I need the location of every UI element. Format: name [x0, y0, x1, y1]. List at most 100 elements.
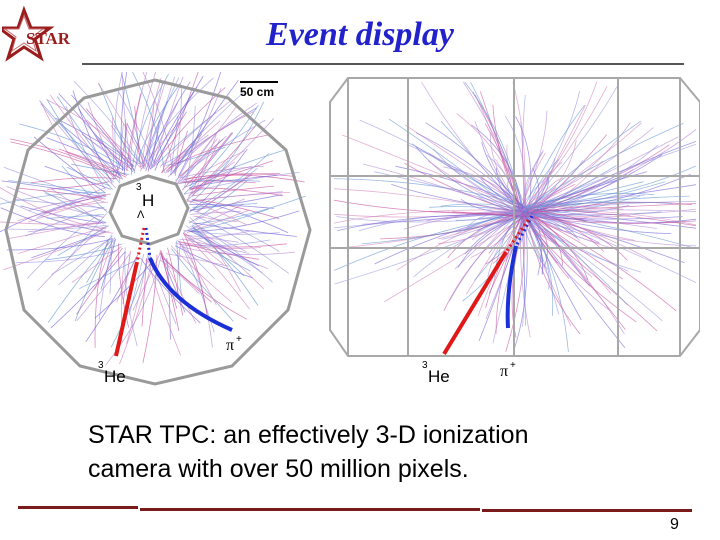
background-track — [65, 106, 106, 190]
background-track — [194, 191, 283, 202]
footer-divider — [18, 506, 138, 509]
background-track — [165, 253, 229, 267]
background-track — [154, 75, 204, 171]
background-track — [142, 72, 173, 172]
background-track — [519, 210, 609, 311]
background-track — [167, 102, 257, 178]
background-track — [4, 225, 107, 230]
background-track — [527, 122, 642, 214]
helium-track-dotted — [135, 227, 146, 263]
background-track — [120, 72, 128, 171]
tpc-side-view-panel: 3 He π + — [329, 77, 700, 386]
background-track — [524, 201, 673, 210]
background-track — [363, 163, 525, 216]
background-track — [47, 100, 142, 170]
helium-track-dotted — [504, 219, 530, 253]
tpc-inner-boundary — [108, 174, 190, 246]
background-track — [177, 105, 238, 182]
background-track — [141, 77, 162, 168]
background-track — [183, 104, 259, 195]
background-track — [176, 135, 227, 184]
background-track — [46, 98, 113, 190]
background-track — [413, 210, 523, 278]
vertex-label-top: H — [142, 191, 154, 210]
background-track — [342, 134, 521, 209]
background-track — [182, 232, 251, 310]
tpc-end-view-panel: 50 cm 3 H Λ 3 He π + — [0, 72, 312, 386]
background-track — [527, 104, 586, 215]
background-track — [79, 257, 141, 290]
helium-track — [442, 250, 508, 356]
scale-label: 50 cm — [240, 85, 274, 99]
background-track — [191, 198, 280, 219]
background-track — [132, 254, 161, 311]
background-track — [73, 81, 142, 164]
slide-caption: STAR TPC: an effectively 3-D ionization … — [88, 418, 648, 486]
helium-label-sup: 3 — [422, 360, 428, 371]
background-track — [145, 82, 163, 163]
background-track — [496, 167, 526, 214]
background-track — [189, 225, 263, 274]
background-track — [132, 72, 165, 173]
background-track — [520, 201, 697, 214]
helium-track — [114, 261, 139, 357]
background-track — [504, 115, 527, 212]
background-track — [129, 72, 148, 166]
background-track — [522, 120, 642, 216]
background-track — [40, 103, 116, 189]
background-track — [159, 259, 200, 295]
pion-label-sup: + — [510, 360, 516, 371]
background-track — [43, 193, 111, 214]
background-track — [523, 127, 654, 209]
background-track — [525, 90, 581, 214]
background-track — [522, 210, 672, 234]
background-track — [174, 130, 188, 176]
background-track — [177, 240, 215, 279]
background-track — [438, 208, 524, 245]
background-track — [188, 203, 275, 209]
background-track — [178, 240, 217, 306]
background-track — [165, 146, 226, 166]
background-track — [193, 200, 289, 234]
background-track — [186, 165, 253, 184]
background-track — [528, 177, 564, 215]
background-track — [128, 253, 145, 315]
pion-label-sup: + — [236, 334, 242, 345]
background-track — [111, 117, 114, 181]
background-track — [28, 222, 100, 233]
background-track — [126, 93, 142, 172]
background-track — [192, 185, 275, 197]
helium-label: He — [104, 367, 126, 386]
background-track — [480, 178, 524, 210]
background-track — [144, 77, 180, 169]
background-track — [191, 161, 236, 195]
background-track — [25, 206, 105, 237]
background-track — [184, 105, 196, 188]
background-track — [184, 149, 286, 188]
background-track — [524, 212, 623, 280]
background-track — [158, 252, 248, 320]
logo-text: STAR — [26, 29, 71, 48]
tpc-outer-boundary — [4, 78, 312, 386]
background-track — [139, 118, 183, 172]
background-track — [182, 242, 287, 248]
slide-title: Event display — [266, 16, 454, 53]
background-track — [193, 195, 306, 225]
background-track — [33, 136, 106, 193]
background-track — [66, 213, 108, 261]
helium-label: He — [428, 367, 450, 386]
background-track — [36, 187, 106, 219]
background-track — [15, 250, 117, 263]
background-track — [76, 253, 130, 322]
page-number: 9 — [670, 516, 679, 533]
background-track — [173, 130, 203, 174]
background-track — [135, 72, 157, 167]
background-track — [525, 195, 641, 215]
pion-track — [148, 257, 233, 332]
background-track — [27, 199, 102, 223]
background-track — [0, 196, 106, 233]
background-track — [51, 239, 110, 276]
background-track — [147, 102, 178, 171]
pion-track-dotted — [514, 215, 534, 247]
background-track — [119, 261, 152, 365]
